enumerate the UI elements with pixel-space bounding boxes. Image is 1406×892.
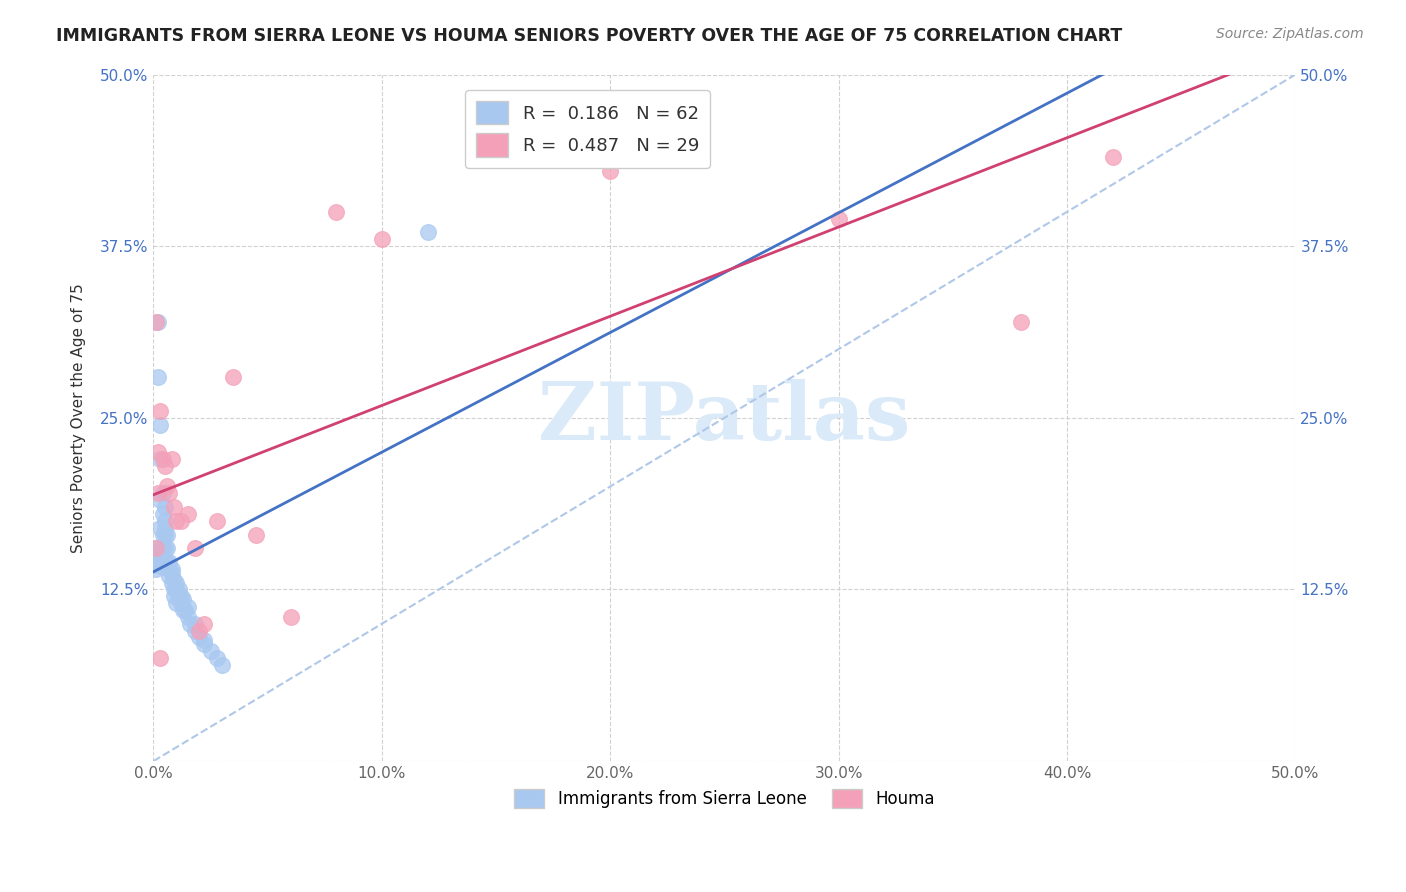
Point bbox=[156, 559, 179, 574]
Point bbox=[200, 644, 222, 658]
Point bbox=[163, 500, 186, 514]
Point bbox=[371, 232, 394, 246]
Point bbox=[159, 562, 181, 576]
Point bbox=[280, 610, 302, 624]
Point bbox=[165, 575, 187, 590]
Point bbox=[146, 369, 169, 384]
Point bbox=[159, 568, 181, 582]
Point bbox=[174, 603, 197, 617]
Point bbox=[207, 514, 229, 528]
Point bbox=[145, 555, 167, 569]
Point bbox=[149, 550, 172, 565]
Point bbox=[153, 514, 176, 528]
Legend: Immigrants from Sierra Leone, Houma: Immigrants from Sierra Leone, Houma bbox=[508, 782, 941, 814]
Point bbox=[156, 479, 179, 493]
Y-axis label: Seniors Poverty Over the Age of 75: Seniors Poverty Over the Age of 75 bbox=[72, 283, 86, 553]
Point bbox=[156, 527, 179, 541]
Point bbox=[170, 514, 193, 528]
Point bbox=[165, 514, 187, 528]
Point bbox=[160, 566, 183, 580]
Point bbox=[153, 458, 176, 473]
Point bbox=[165, 582, 187, 597]
Point bbox=[152, 452, 174, 467]
Point bbox=[160, 575, 183, 590]
Point bbox=[163, 573, 186, 587]
Point bbox=[146, 445, 169, 459]
Point bbox=[146, 486, 169, 500]
Point bbox=[177, 610, 200, 624]
Point bbox=[145, 315, 167, 329]
Point bbox=[170, 596, 193, 610]
Point bbox=[1101, 150, 1123, 164]
Point bbox=[146, 315, 169, 329]
Point bbox=[149, 493, 172, 508]
Point bbox=[145, 541, 167, 556]
Point bbox=[145, 545, 167, 559]
Point bbox=[179, 616, 201, 631]
Point bbox=[149, 651, 172, 665]
Point bbox=[152, 486, 174, 500]
Point bbox=[145, 555, 167, 569]
Point bbox=[153, 521, 176, 535]
Point bbox=[165, 596, 187, 610]
Point bbox=[188, 624, 211, 638]
Point bbox=[153, 541, 176, 556]
Point bbox=[149, 404, 172, 418]
Point bbox=[193, 616, 215, 631]
Point bbox=[416, 226, 439, 240]
Point bbox=[159, 486, 181, 500]
Point bbox=[1010, 315, 1032, 329]
Point bbox=[146, 550, 169, 565]
Point bbox=[183, 624, 205, 638]
Point bbox=[245, 527, 267, 541]
Point bbox=[167, 590, 190, 604]
Point bbox=[152, 550, 174, 565]
Point bbox=[170, 590, 193, 604]
Point bbox=[167, 582, 190, 597]
Point bbox=[827, 211, 849, 226]
Point bbox=[153, 527, 176, 541]
Point bbox=[159, 555, 181, 569]
Point bbox=[222, 369, 245, 384]
Point bbox=[172, 592, 194, 607]
Point bbox=[193, 637, 215, 651]
Point bbox=[193, 633, 215, 648]
Point bbox=[207, 651, 229, 665]
Point bbox=[485, 122, 508, 136]
Point bbox=[153, 500, 176, 514]
Point bbox=[599, 163, 621, 178]
Point bbox=[145, 550, 167, 565]
Text: IMMIGRANTS FROM SIERRA LEONE VS HOUMA SENIORS POVERTY OVER THE AGE OF 75 CORRELA: IMMIGRANTS FROM SIERRA LEONE VS HOUMA SE… bbox=[56, 27, 1122, 45]
Point bbox=[152, 527, 174, 541]
Point bbox=[145, 562, 167, 576]
Point bbox=[149, 559, 172, 574]
Text: ZIPatlas: ZIPatlas bbox=[538, 379, 911, 457]
Point bbox=[163, 582, 186, 597]
Point bbox=[172, 603, 194, 617]
Point bbox=[211, 657, 233, 672]
Point bbox=[153, 555, 176, 569]
Point bbox=[156, 555, 179, 569]
Point bbox=[152, 507, 174, 521]
Point bbox=[149, 521, 172, 535]
Point bbox=[160, 452, 183, 467]
Point bbox=[149, 452, 172, 467]
Point bbox=[145, 541, 167, 556]
Point bbox=[149, 417, 172, 432]
Point bbox=[159, 562, 181, 576]
Point bbox=[177, 507, 200, 521]
Point bbox=[183, 616, 205, 631]
Point bbox=[160, 562, 183, 576]
Point bbox=[163, 590, 186, 604]
Point bbox=[183, 541, 205, 556]
Point bbox=[325, 204, 347, 219]
Point bbox=[188, 631, 211, 645]
Point bbox=[152, 541, 174, 556]
Point bbox=[156, 541, 179, 556]
Text: Source: ZipAtlas.com: Source: ZipAtlas.com bbox=[1216, 27, 1364, 41]
Point bbox=[177, 600, 200, 615]
